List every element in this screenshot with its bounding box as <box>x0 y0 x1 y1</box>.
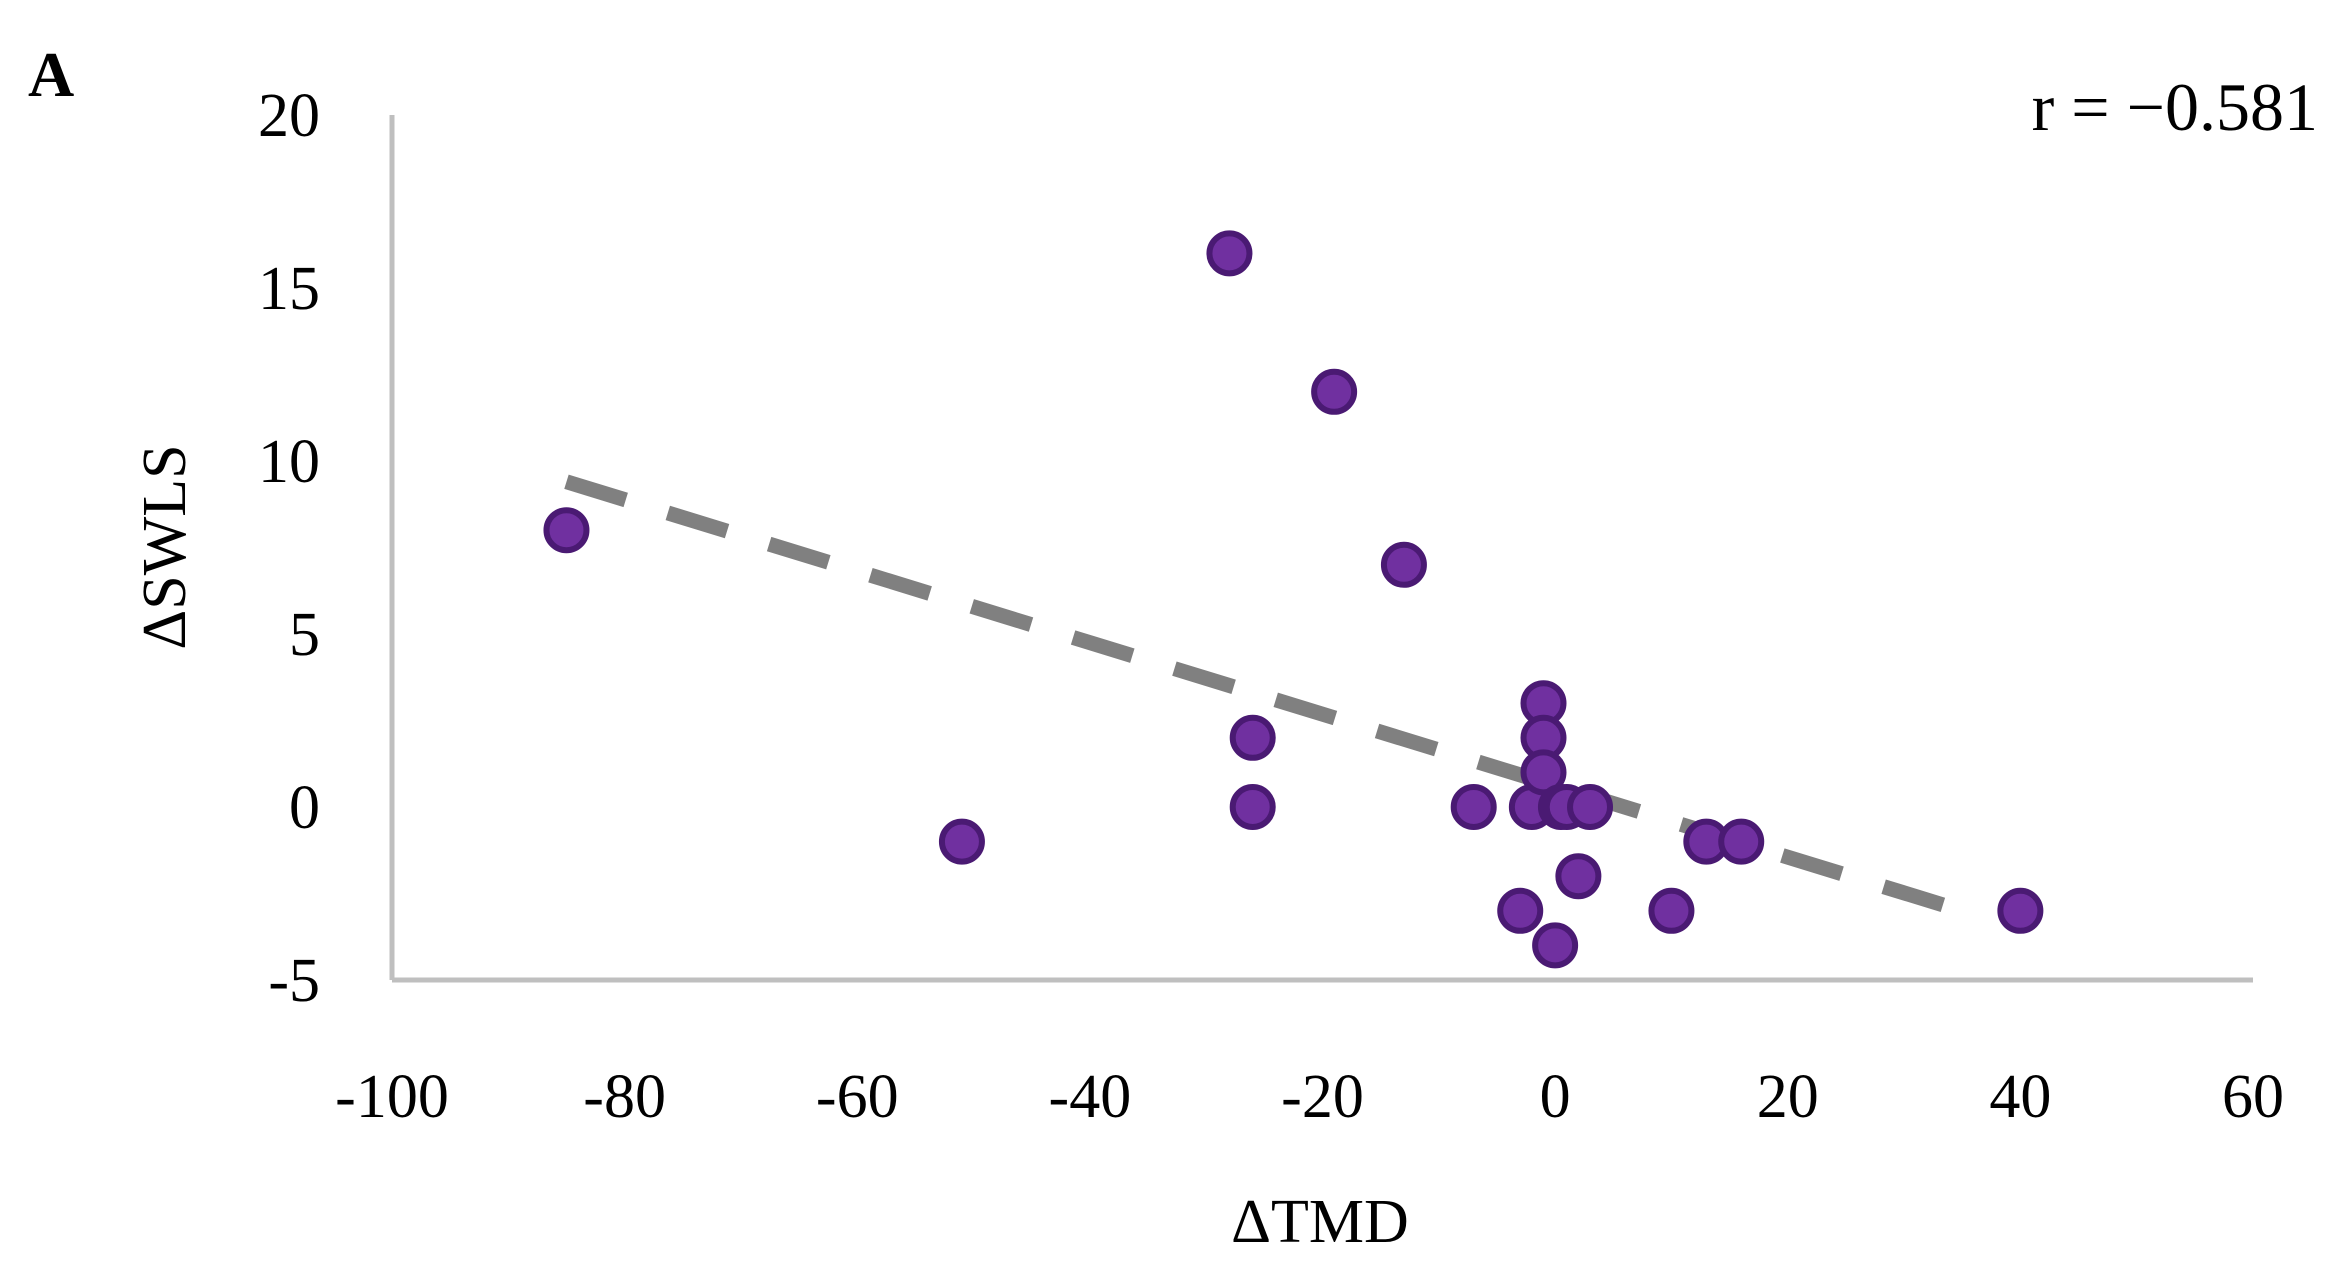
data-point <box>1567 784 1614 830</box>
data-point <box>1555 853 1602 900</box>
y-tick-label: 0 <box>289 774 320 842</box>
data-point <box>1380 541 1427 588</box>
data-points <box>543 230 2044 969</box>
x-tick-label: -80 <box>583 1063 666 1131</box>
x-axis-title: ΔTMD <box>1231 1188 1409 1256</box>
y-tick-label: 15 <box>258 255 320 323</box>
x-tick-label: 20 <box>1757 1063 1819 1131</box>
data-point <box>1648 887 1695 934</box>
y-tick-label: 10 <box>258 428 320 496</box>
data-point <box>1997 887 2044 934</box>
panel-label: A <box>28 39 74 110</box>
x-tick-label: -40 <box>1049 1063 1132 1131</box>
y-tick-labels: -5 0 5 10 15 20 <box>258 82 320 1015</box>
x-tick-labels: -100 -80 -60 -40 -20 0 20 40 60 <box>335 1063 2284 1131</box>
data-point <box>1450 784 1497 830</box>
y-tick-label: 5 <box>289 601 320 669</box>
data-point <box>1718 818 1765 865</box>
y-tick-label: -5 <box>268 947 320 1015</box>
x-tick-label: -20 <box>1281 1063 1364 1131</box>
x-tick-label: 0 <box>1540 1063 1571 1131</box>
y-tick-label: 20 <box>258 82 320 150</box>
correlation-annotation: r = −0.581 <box>2032 69 2318 145</box>
x-tick-label: 60 <box>2222 1063 2284 1131</box>
y-axis-title: ΔSWLS <box>131 444 199 649</box>
data-point <box>1497 887 1544 934</box>
x-tick-label: -100 <box>335 1063 449 1131</box>
data-point <box>1532 922 1579 969</box>
x-tick-label: -60 <box>816 1063 899 1131</box>
data-point <box>1229 714 1276 761</box>
data-point <box>1206 230 1253 277</box>
data-point <box>1229 784 1276 830</box>
x-tick-label: 40 <box>1989 1063 2051 1131</box>
data-point <box>543 507 590 554</box>
data-point <box>938 818 985 865</box>
data-point <box>1311 368 1358 415</box>
